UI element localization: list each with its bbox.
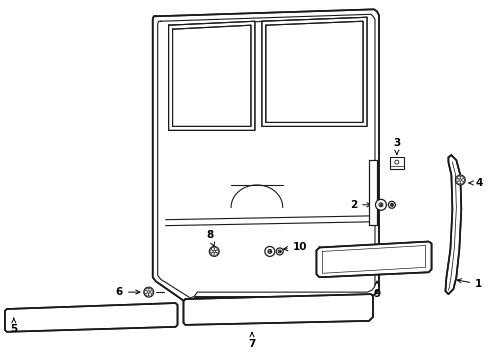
Text: 10: 10: [284, 243, 307, 252]
Circle shape: [375, 199, 387, 210]
Circle shape: [389, 201, 395, 208]
Polygon shape: [183, 294, 373, 325]
Polygon shape: [445, 155, 461, 294]
Circle shape: [210, 250, 213, 253]
Circle shape: [146, 293, 149, 296]
Circle shape: [214, 247, 217, 251]
Circle shape: [146, 288, 149, 291]
Polygon shape: [5, 303, 177, 332]
Circle shape: [460, 181, 463, 184]
Circle shape: [276, 248, 283, 255]
Circle shape: [211, 247, 215, 251]
Polygon shape: [172, 25, 251, 126]
Polygon shape: [266, 21, 363, 122]
Circle shape: [216, 250, 219, 253]
Text: 3: 3: [393, 138, 400, 154]
Text: 1: 1: [457, 279, 483, 289]
Bar: [390, 157, 404, 169]
Circle shape: [462, 179, 465, 181]
Text: 7: 7: [248, 333, 256, 349]
Circle shape: [148, 288, 152, 291]
Text: 2: 2: [350, 200, 371, 210]
Circle shape: [379, 203, 383, 207]
Circle shape: [391, 203, 393, 206]
Polygon shape: [153, 9, 379, 304]
Polygon shape: [262, 17, 367, 126]
Circle shape: [455, 175, 466, 185]
Polygon shape: [169, 21, 255, 130]
Circle shape: [268, 249, 272, 253]
Polygon shape: [317, 242, 432, 277]
Circle shape: [148, 293, 152, 296]
Circle shape: [214, 252, 217, 255]
Text: 6: 6: [116, 287, 140, 297]
Circle shape: [150, 291, 153, 294]
Circle shape: [144, 287, 154, 297]
Circle shape: [457, 176, 461, 179]
Text: 4: 4: [469, 178, 483, 188]
Circle shape: [460, 176, 463, 179]
Polygon shape: [369, 160, 377, 225]
Circle shape: [265, 247, 275, 256]
Text: 9: 9: [373, 281, 381, 299]
Circle shape: [209, 247, 219, 256]
Circle shape: [211, 252, 215, 255]
Circle shape: [395, 160, 399, 164]
Circle shape: [456, 179, 459, 181]
Circle shape: [145, 291, 147, 294]
Text: 5: 5: [10, 318, 18, 334]
Text: 8: 8: [207, 230, 215, 247]
Circle shape: [457, 181, 461, 184]
Circle shape: [278, 250, 281, 253]
